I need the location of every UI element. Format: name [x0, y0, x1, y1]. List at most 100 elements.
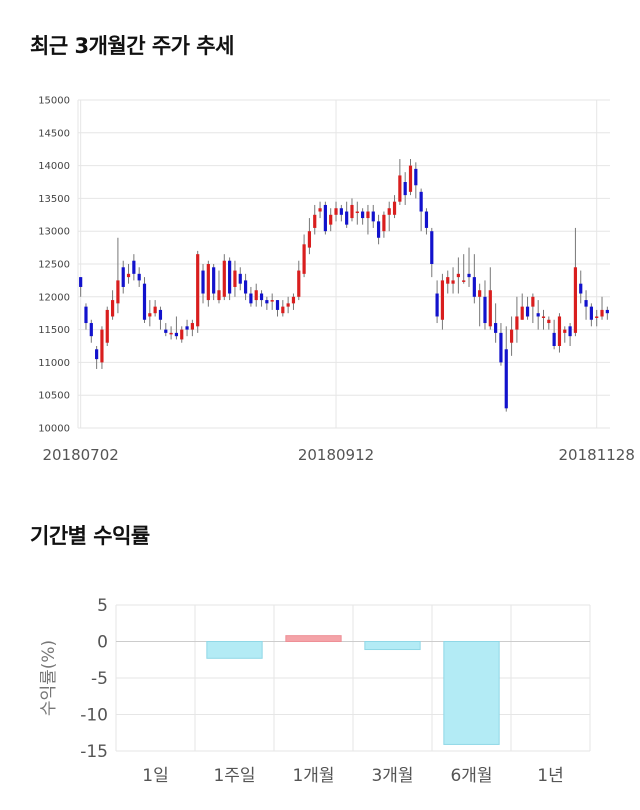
- candle-body: [403, 182, 407, 196]
- candle: [89, 319, 93, 343]
- candle: [531, 293, 535, 324]
- candle-body: [472, 277, 476, 297]
- candlestick-chart: 10000 10500 11000 11500 12000 12500 13000 13500…: [38, 96, 635, 465]
- candle: [265, 296, 269, 310]
- candle-body: [249, 293, 253, 304]
- candle-body: [180, 329, 184, 340]
- candle: [307, 218, 312, 255]
- candle: [291, 293, 296, 310]
- candle: [212, 264, 216, 301]
- candle: [366, 204, 370, 235]
- candle-body: [286, 303, 290, 307]
- candle: [137, 267, 141, 287]
- candle: [424, 208, 429, 235]
- returns-y-tick-label: 5: [97, 596, 108, 616]
- candle: [275, 300, 280, 317]
- candle-body: [254, 290, 258, 301]
- candle-body: [89, 323, 93, 337]
- candle-body: [126, 273, 131, 278]
- candle-y-tick-label: 10500: [38, 391, 70, 402]
- candle: [371, 204, 375, 228]
- candle-body: [371, 211, 375, 222]
- candle: [190, 319, 194, 337]
- returns-bars: [206, 635, 500, 745]
- candle-body: [382, 214, 386, 232]
- candle-body: [350, 204, 354, 219]
- candle-body: [563, 329, 567, 333]
- returns-y-tick-label: -15: [80, 742, 108, 762]
- candle: [158, 306, 163, 330]
- candle-x-tick-label: 20180702: [42, 446, 118, 464]
- candle-body: [504, 349, 508, 409]
- candle: [153, 300, 157, 317]
- candle-body: [408, 165, 413, 192]
- candle-body: [222, 260, 226, 297]
- candle: [206, 260, 210, 307]
- candle-body: [100, 329, 104, 363]
- candle-body: [132, 260, 136, 274]
- returns-x-tick-label: 1년: [537, 766, 563, 786]
- candle: [456, 257, 460, 294]
- candle: [110, 290, 115, 320]
- candle: [573, 227, 578, 337]
- candle-y-tick-label: 11500: [38, 325, 70, 336]
- candle-body: [313, 214, 317, 228]
- candle: [297, 260, 301, 301]
- candle-body: [355, 211, 359, 214]
- candle-body: [297, 270, 301, 297]
- candle-body: [424, 211, 429, 228]
- candle-body: [116, 280, 120, 304]
- candle-body: [552, 332, 556, 346]
- candle: [79, 277, 83, 297]
- returns-bar: [285, 635, 342, 642]
- candle: [201, 264, 205, 304]
- candle: [254, 283, 258, 307]
- candle: [462, 254, 466, 284]
- candle-body: [595, 316, 599, 318]
- candle: [568, 323, 572, 346]
- candle-x-axis: 20180702 20180912 20181128: [42, 446, 634, 464]
- candle: [472, 254, 476, 304]
- candle: [105, 306, 109, 346]
- returns-y-tick-label: -5: [91, 669, 108, 689]
- candle: [605, 306, 609, 320]
- candle: [509, 316, 514, 356]
- candle: [478, 283, 482, 327]
- candle-body: [142, 283, 147, 320]
- candle: [541, 309, 546, 330]
- candle: [446, 270, 450, 294]
- candle: [451, 267, 455, 294]
- candle: [414, 162, 418, 199]
- candle-body: [190, 323, 194, 330]
- candle-body: [148, 313, 152, 317]
- candle: [536, 300, 540, 330]
- candle: [376, 214, 381, 245]
- candle-body: [164, 329, 168, 333]
- candle: [345, 201, 349, 228]
- candle: [313, 204, 317, 235]
- candle-body: [605, 309, 609, 314]
- candle-y-tick-label: 11000: [38, 358, 70, 369]
- candle-body: [201, 270, 205, 294]
- candle-body: [573, 267, 578, 333]
- candle-body: [217, 290, 221, 301]
- returns-x-axis: 1일 1주일 1개월 3개월 6개월 1년: [142, 766, 563, 786]
- candle-body: [345, 211, 349, 225]
- candle-body: [451, 280, 455, 284]
- candle: [169, 326, 173, 340]
- candle-body: [531, 296, 535, 307]
- candle: [350, 198, 354, 222]
- candle-body: [467, 273, 471, 278]
- candle-grid: [77, 99, 610, 429]
- candle: [525, 296, 530, 320]
- candle: [488, 267, 492, 330]
- candle: [398, 159, 402, 205]
- candle: [408, 159, 413, 196]
- candle-body: [520, 306, 524, 320]
- candle-body: [318, 208, 322, 212]
- candle-body: [265, 300, 269, 304]
- candle-body: [414, 168, 418, 186]
- candle: [387, 201, 391, 232]
- candle-body: [541, 316, 546, 318]
- returns-grid: [115, 604, 591, 752]
